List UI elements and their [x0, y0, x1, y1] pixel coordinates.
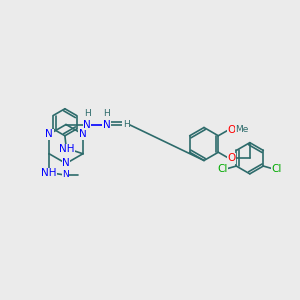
Text: H: H — [123, 120, 129, 129]
Text: N: N — [103, 119, 110, 130]
Text: NH: NH — [41, 168, 57, 178]
Text: NH: NH — [58, 144, 74, 154]
Text: N: N — [45, 129, 53, 139]
Text: O: O — [228, 153, 236, 163]
Text: N: N — [62, 158, 70, 169]
Text: Cl: Cl — [218, 164, 228, 174]
Text: Me: Me — [236, 125, 249, 134]
Text: N: N — [62, 170, 69, 179]
Text: Cl: Cl — [272, 164, 282, 174]
Text: O: O — [228, 125, 236, 135]
Text: N: N — [83, 119, 91, 130]
Text: H: H — [103, 110, 110, 118]
Text: N: N — [79, 129, 87, 139]
Text: H: H — [84, 110, 90, 118]
